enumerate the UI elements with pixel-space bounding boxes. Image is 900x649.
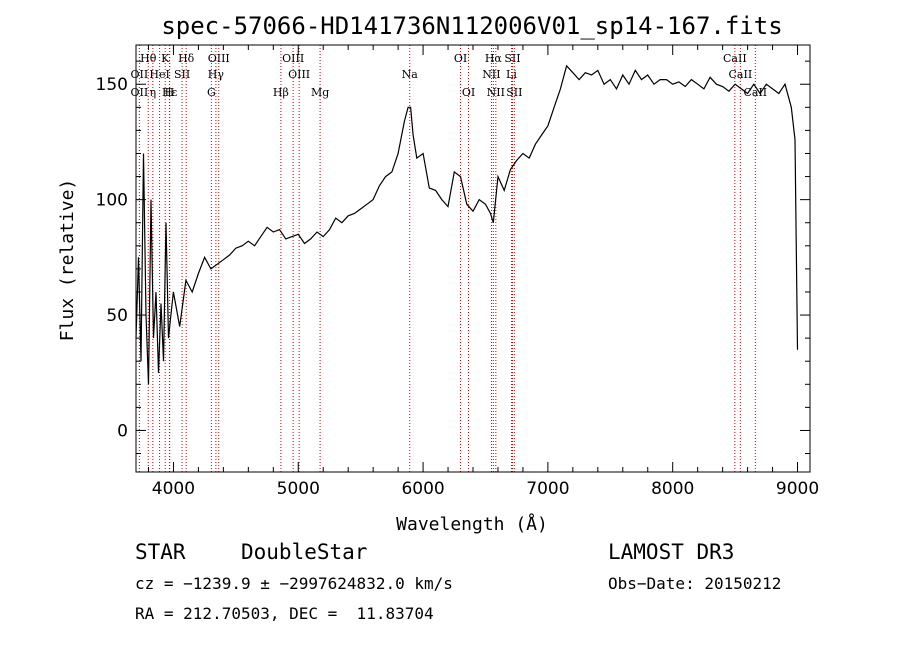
spectral-line-label: OIII	[282, 52, 304, 65]
spectral-line-label: CaII	[729, 68, 753, 81]
ra-dec: RA = 212.70503, DEC = 11.83704	[135, 604, 434, 623]
spectral-line-label: Hβ	[273, 86, 289, 99]
survey-name: LAMOST DR3	[608, 540, 735, 564]
spectral-line-label: OI	[462, 86, 475, 99]
x-tick-label: 7000	[526, 479, 569, 499]
x-tick-label: 6000	[401, 479, 444, 499]
object-class: STAR	[135, 540, 186, 564]
spectral-line-label: Mg	[311, 86, 329, 99]
x-axis-label: Wavelength (Å)	[396, 513, 548, 535]
spectrum-chart: spec-57066-HD141736N112006V01_sp14-167.f…	[57, 12, 819, 535]
spectrum-line	[135, 64, 799, 385]
x-tick-label: 5000	[277, 479, 320, 499]
y-axis-label: Flux (relative)	[57, 179, 78, 342]
spectral-lines-layer	[138, 45, 756, 472]
spectral-line-label: G	[207, 86, 216, 99]
x-tick-label: 4000	[152, 479, 195, 499]
spectral-line-label: OII	[131, 86, 149, 99]
spectral-line-label: SII	[174, 68, 190, 81]
spectral-line-label: OI	[454, 52, 467, 65]
obs-date: Obs−Date: 20150212	[608, 574, 782, 593]
spectral-line-label: CaII	[723, 52, 747, 65]
axes: 4000 5000 6000 7000 8000 9000 0 50 100 150	[96, 45, 819, 499]
spectral-line-label: Hθ	[140, 52, 157, 65]
x-tick-label: 8000	[651, 479, 694, 499]
spectral-line-labels: Hθ OII Hε OII K HeI SII η H Hδ OIII Hγ G OIII OIII Hβ Mg…	[131, 52, 768, 99]
y-tick-label: 50	[106, 306, 128, 326]
spectral-line-label: SII	[504, 52, 520, 65]
spectral-line-label: SII	[506, 86, 522, 99]
spectral-line-label: Na	[402, 68, 419, 81]
spectral-line-label: OII	[131, 68, 149, 81]
spectral-line-label: HeI	[149, 68, 169, 81]
plot-frame	[135, 44, 811, 473]
spectral-line-label: Hα	[485, 52, 503, 65]
object-subclass: DoubleStar	[241, 540, 368, 564]
spectral-line-label: NII	[482, 68, 500, 81]
spectral-line-label: Hδ	[178, 52, 195, 65]
y-tick-label: 0	[117, 421, 128, 441]
spectral-line-label: CaII	[743, 86, 767, 99]
y-tick-label: 100	[96, 191, 128, 211]
spectral-line-label: OIII	[288, 68, 310, 81]
spectral-line-label: Hε	[162, 86, 178, 99]
spectral-line-label: Hγ	[208, 68, 225, 81]
redshift-text: cz = −1239.9 ± −2997624832.0 km/s	[135, 574, 453, 593]
spectral-line-label: η	[150, 86, 157, 99]
spectrum-series	[135, 64, 799, 385]
chart-title: spec-57066-HD141736N112006V01_sp14-167.f…	[161, 12, 782, 40]
x-tick-label: 9000	[776, 479, 819, 499]
spectral-line-label: H	[165, 86, 175, 99]
spectral-line-label: OIII	[208, 52, 230, 65]
spectral-line-label: Li	[506, 68, 517, 81]
y-tick-label: 150	[96, 75, 128, 95]
spectral-line-label: K	[161, 52, 170, 65]
spectral-line-label: NII	[487, 86, 505, 99]
